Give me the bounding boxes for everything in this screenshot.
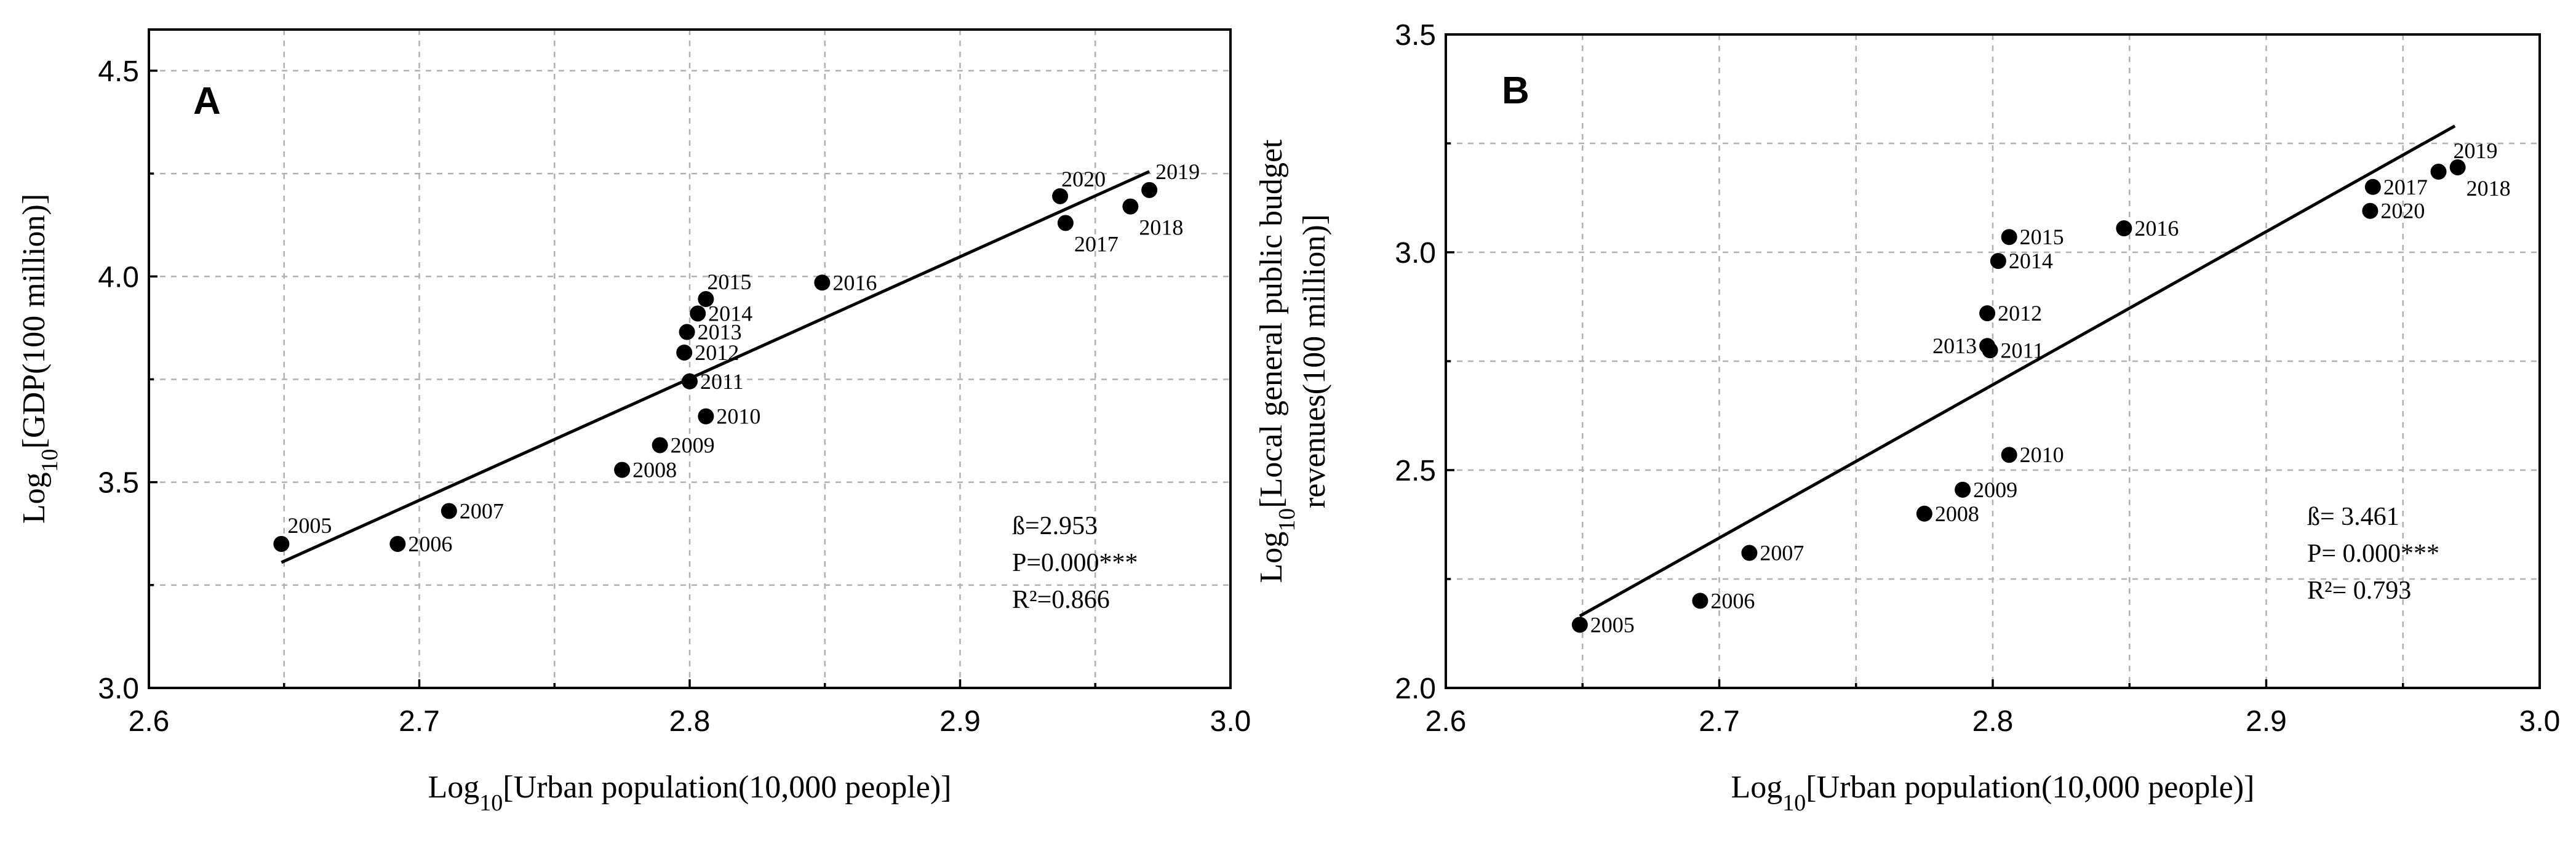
point-label-2007: 2007 <box>460 498 504 523</box>
point-label-2014: 2014 <box>2009 249 2053 273</box>
point-label-2020: 2020 <box>1061 167 1106 191</box>
y-tick-label: 4.5 <box>98 55 139 88</box>
data-point-2018 <box>1122 198 1139 215</box>
point-label-2008: 2008 <box>1935 501 1979 526</box>
point-label-2020: 2020 <box>2380 199 2425 223</box>
panel-letter: B <box>1502 70 1529 112</box>
point-label-2018: 2018 <box>2466 176 2511 201</box>
data-point-2017 <box>1057 215 1074 231</box>
point-label-2008: 2008 <box>632 458 677 482</box>
point-label-2009: 2009 <box>1973 477 2017 502</box>
point-label-2019: 2019 <box>1155 159 1200 184</box>
x-axis-title: Log10[Urban population(10,000 people)] <box>428 770 951 816</box>
data-point-2009 <box>652 437 668 453</box>
data-point-2007 <box>441 503 457 519</box>
y-axis-title: revenues(100 million)] <box>1297 214 1332 508</box>
y-tick-label: 4.0 <box>98 261 139 294</box>
data-point-2013 <box>1979 338 1996 354</box>
y-tick-label: 3.5 <box>98 467 139 500</box>
panel-letter: A <box>193 80 221 122</box>
y-axis-title: Log10[GDP(100 million)] <box>17 194 63 524</box>
point-label-2010: 2010 <box>716 404 760 429</box>
y-tick-label: 3.0 <box>98 673 139 705</box>
x-tick-label: 2.8 <box>1972 705 2014 738</box>
y-axis-title: Log10[Local general public budget <box>1254 139 1300 583</box>
data-point-2007 <box>1741 545 1758 561</box>
x-axis-title: Log10[Urban population(10,000 people)] <box>1731 770 2254 816</box>
point-label-2012: 2012 <box>1998 301 2042 326</box>
data-point-2013 <box>679 324 695 340</box>
x-tick-label: 2.9 <box>939 705 981 738</box>
data-point-2005 <box>273 535 290 552</box>
point-label-2017: 2017 <box>1074 231 1119 256</box>
data-point-2016 <box>2116 220 2132 237</box>
data-point-2005 <box>1571 617 1588 633</box>
x-tick-label: 2.6 <box>129 705 170 738</box>
point-label-2012: 2012 <box>695 340 739 365</box>
x-tick-label: 2.6 <box>1426 705 1467 738</box>
x-tick-label: 3.0 <box>2519 705 2561 738</box>
data-point-2006 <box>389 535 406 552</box>
point-label-2018: 2018 <box>1139 215 1183 240</box>
point-label-2011: 2011 <box>2001 338 2044 362</box>
regression-stat: ß= 3.461 <box>2307 503 2399 531</box>
point-label-2005: 2005 <box>1590 612 1635 637</box>
data-point-2008 <box>614 461 631 478</box>
x-tick-label: 2.7 <box>1699 705 1740 738</box>
regression-line <box>1579 124 2456 618</box>
point-label-2013: 2013 <box>1932 334 1977 358</box>
regression-line <box>281 170 1150 564</box>
point-label-2007: 2007 <box>1760 541 1804 565</box>
data-point-2014 <box>1990 253 2006 270</box>
data-point-2012 <box>676 344 693 361</box>
data-point-2015 <box>2001 229 2017 246</box>
point-label-2005: 2005 <box>287 513 332 538</box>
x-tick-label: 3.0 <box>1210 705 1251 738</box>
point-label-2006: 2006 <box>408 532 452 556</box>
x-tick-label: 2.9 <box>2246 705 2287 738</box>
data-point-2011 <box>682 373 698 390</box>
data-point-2017 <box>2364 178 2381 195</box>
y-tick-label: 3.5 <box>1395 19 1436 52</box>
point-label-2017: 2017 <box>2383 175 2428 199</box>
regression-stat: R²= 0.793 <box>2307 577 2411 605</box>
point-label-2014: 2014 <box>708 301 752 326</box>
point-label-2010: 2010 <box>2020 442 2064 467</box>
panel-a: 2.6 2.7 2.8 2.9 3.0 3.0 3.5 4.0 4.5 2005 2006 2007 2… <box>17 28 1251 816</box>
point-label-2009: 2009 <box>671 433 715 457</box>
x-tick-label: 2.8 <box>669 705 711 738</box>
data-point-2008 <box>1916 505 1932 522</box>
data-point-2020 <box>1052 188 1069 204</box>
data-point-2019 <box>1141 182 1158 198</box>
data-point-2010 <box>698 408 714 425</box>
data-point-2006 <box>1692 593 1709 609</box>
data-point-2019 <box>2430 164 2447 180</box>
point-label-2015: 2015 <box>707 270 751 294</box>
point-label-2016: 2016 <box>832 270 877 295</box>
data-point-2020 <box>2362 202 2379 219</box>
regression-stat: P=0.000*** <box>1012 549 1138 577</box>
data-point-2009 <box>1955 481 1971 498</box>
data-point-2010 <box>2001 447 2017 463</box>
point-label-2015: 2015 <box>2020 225 2064 249</box>
data-point-2012 <box>1979 305 1996 322</box>
y-tick-label: 2.5 <box>1395 455 1436 487</box>
y-tick-label: 2.0 <box>1395 673 1436 705</box>
y-tick-label: 3.0 <box>1395 237 1436 270</box>
data-point-2016 <box>814 274 831 291</box>
data-point-2014 <box>690 305 706 322</box>
regression-stat: P= 0.000*** <box>2307 540 2439 568</box>
data-point-2018 <box>2449 159 2466 175</box>
point-label-2006: 2006 <box>1710 588 1755 613</box>
point-label-2011: 2011 <box>700 369 744 394</box>
point-label-2016: 2016 <box>2134 216 2179 241</box>
x-tick-label: 2.7 <box>399 705 440 738</box>
regression-stat: ß=2.953 <box>1012 512 1098 540</box>
regression-stat: R²=0.866 <box>1012 586 1110 614</box>
point-label-2013: 2013 <box>698 320 742 345</box>
point-label-2019: 2019 <box>2454 138 2498 163</box>
data-point-2015 <box>698 291 714 308</box>
